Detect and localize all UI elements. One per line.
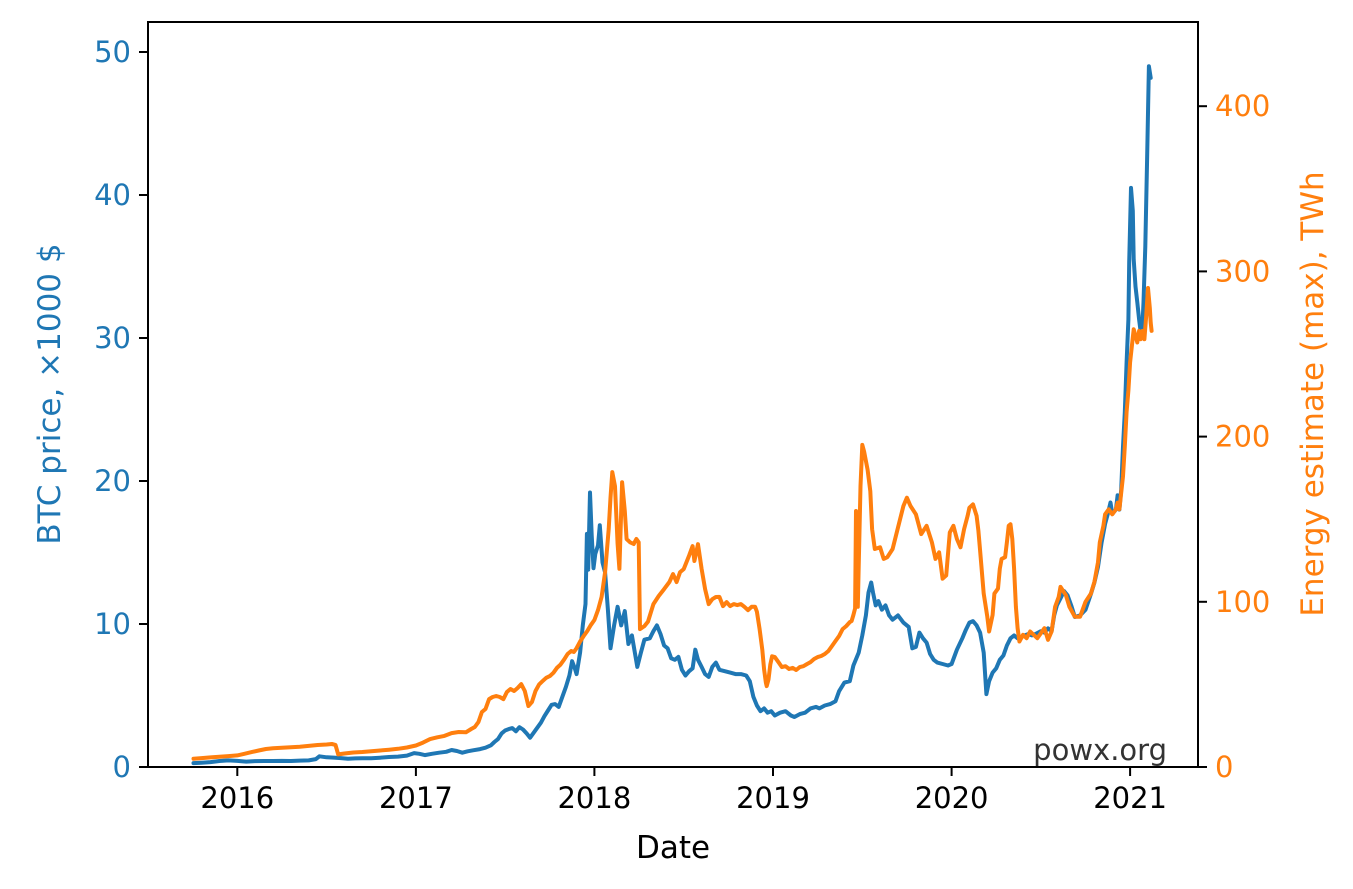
right-axis-title: Energy estimate (max), TWh xyxy=(1295,171,1331,617)
right-tick-label: 300 xyxy=(1215,254,1270,288)
x-tick-label: 2020 xyxy=(915,781,989,815)
x-axis-title: Date xyxy=(635,830,711,866)
x-tick-label: 2017 xyxy=(379,781,453,815)
right-tick-label: 100 xyxy=(1215,585,1270,619)
x-tick-label: 2019 xyxy=(736,781,810,815)
left-tick-label: 20 xyxy=(94,464,131,498)
btc-price-line xyxy=(191,64,1153,766)
plot-frame xyxy=(147,21,1199,768)
x-tick-label: 2021 xyxy=(1093,781,1167,815)
right-tick-label: 200 xyxy=(1215,420,1270,454)
x-tick-label: 2018 xyxy=(557,781,631,815)
right-tick-label: 0 xyxy=(1215,750,1233,784)
right-tick-label: 400 xyxy=(1215,89,1270,123)
left-tick-label: 10 xyxy=(94,607,131,641)
left-tick-label: 50 xyxy=(94,35,131,69)
energy-estimate-line xyxy=(191,286,1154,761)
left-axis-title: BTC price, ×1000 $ xyxy=(32,243,68,545)
watermark-text: powx.org xyxy=(1033,733,1167,767)
left-tick-label: 40 xyxy=(94,178,131,212)
left-tick-label: 0 xyxy=(113,750,131,784)
x-tick-label: 2016 xyxy=(200,781,274,815)
left-tick-label: 30 xyxy=(94,321,131,355)
